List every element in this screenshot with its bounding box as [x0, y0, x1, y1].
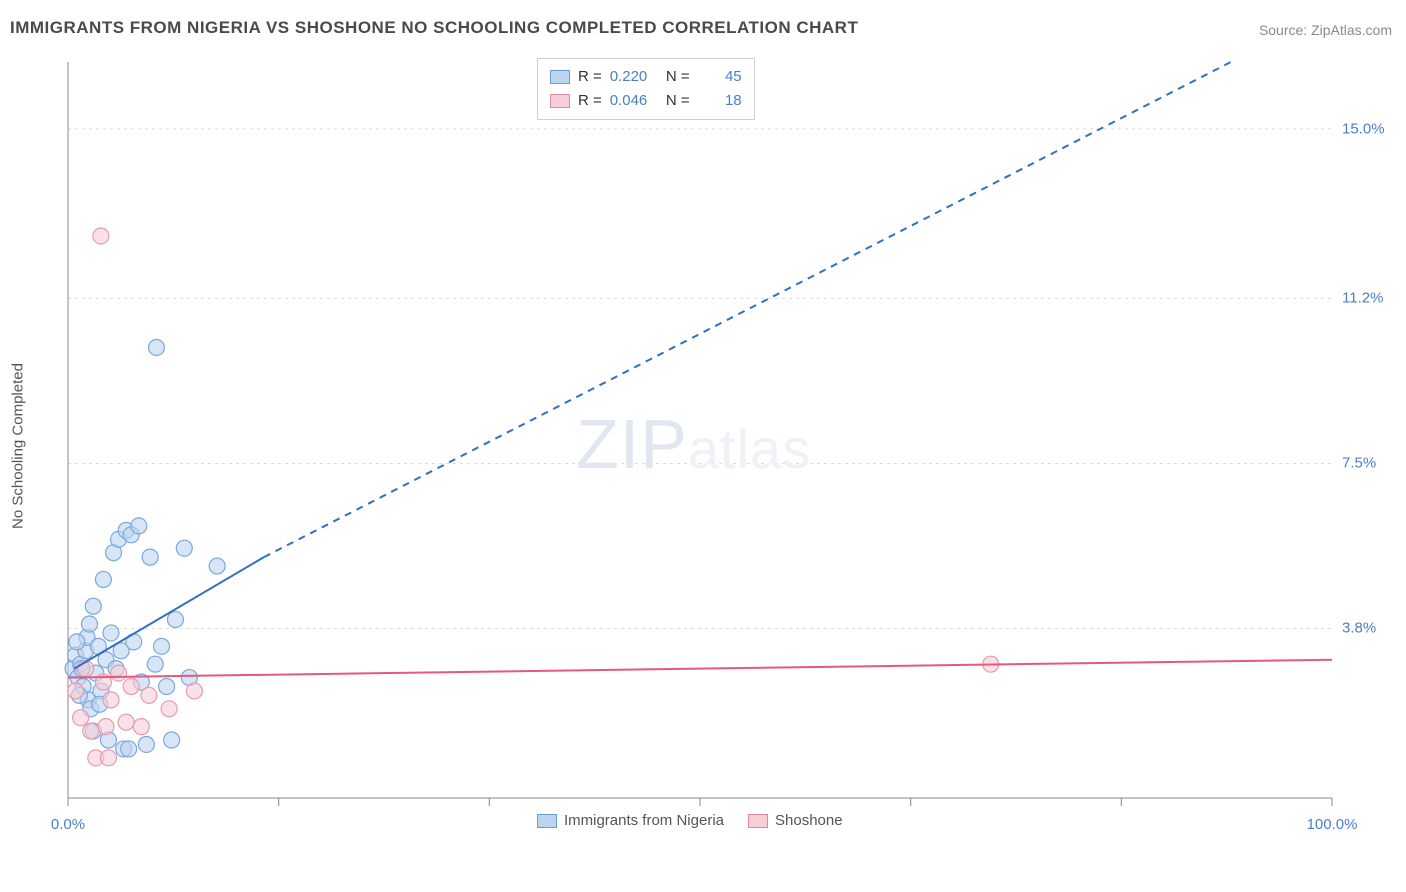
y-tick-label: 15.0%: [1342, 120, 1385, 137]
series-swatch: [537, 814, 557, 828]
x-tick-label: 100.0%: [1307, 816, 1358, 833]
y-tick-label: 11.2%: [1342, 290, 1383, 307]
y-axis-label: No Schooling Completed: [10, 363, 27, 529]
correlation-chart: IMMIGRANTS FROM NIGERIA VS SHOSHONE NO S…: [0, 0, 1406, 892]
n-label: N =: [662, 89, 690, 113]
r-label: R =: [578, 65, 602, 89]
stats-legend-box: R = 0.220 N = 45 R = 0.046 N = 18: [537, 58, 755, 120]
plot-area: ZIPatlas R =0.220 N =45R =0.046 N =18 Im…: [56, 54, 1392, 844]
series-name: Immigrants from Nigeria: [564, 812, 724, 829]
chart-svg: [56, 54, 1392, 844]
y-tick-label: 3.8%: [1342, 620, 1376, 637]
chart-title: IMMIGRANTS FROM NIGERIA VS SHOSHONE NO S…: [10, 18, 858, 38]
n-value: 45: [698, 65, 742, 89]
r-label: R =: [578, 89, 602, 113]
n-value: 18: [698, 89, 742, 113]
source-attribution: Source: ZipAtlas.com: [1259, 22, 1392, 38]
y-tick-label: 7.5%: [1342, 455, 1376, 472]
stats-row: R = 0.220 N = 45: [550, 65, 742, 89]
r-value: 0.046: [610, 89, 654, 113]
series-swatch: [748, 814, 768, 828]
n-label: N =: [662, 65, 690, 89]
series-swatch: [550, 94, 570, 108]
legend-item: Shoshone: [748, 812, 843, 829]
stats-row: R = 0.046 N = 18: [550, 89, 742, 113]
series-name: Shoshone: [775, 812, 843, 829]
r-value: 0.220: [610, 65, 654, 89]
bottom-legend: Immigrants from Nigeria Shoshone: [537, 812, 843, 829]
legend-item: Immigrants from Nigeria: [537, 812, 724, 829]
x-tick-label: 0.0%: [51, 816, 85, 833]
series-swatch: [550, 70, 570, 84]
